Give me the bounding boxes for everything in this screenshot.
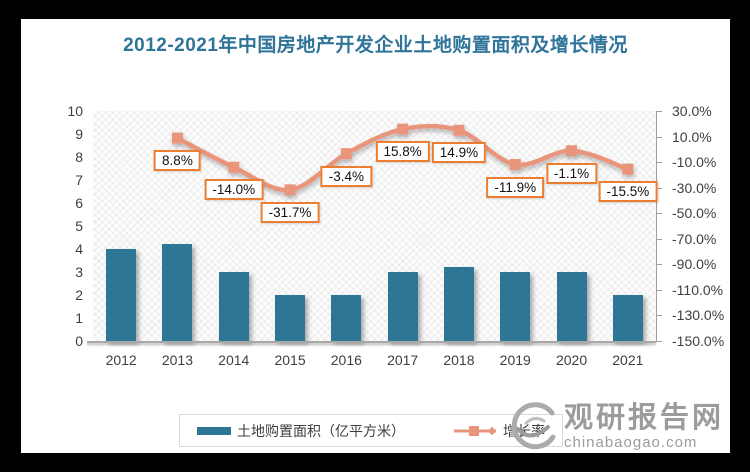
right-axis-tick-label: -10.0%: [672, 154, 717, 171]
x-axis-label-2017: 2017: [387, 352, 419, 368]
right-axis-tick: [656, 264, 662, 266]
growth-label-2019: -11.9%: [486, 176, 545, 198]
bar-series-swatch-icon: [197, 426, 231, 435]
left-axis-tick-label: 5: [75, 218, 83, 234]
bar-2019: [500, 272, 531, 341]
right-axis-tick: [656, 136, 662, 138]
right-axis-tick: [656, 111, 662, 112]
x-axis-label-2018: 2018: [443, 352, 475, 368]
x-axis-label-2020: 2020: [555, 352, 588, 368]
left-axis-tick-label: 1: [75, 310, 83, 326]
growth-label-2013: 8.8%: [154, 150, 201, 172]
left-axis-tick-label: 10: [67, 103, 83, 119]
right-axis-line: [656, 111, 657, 341]
left-axis-tick-label: 0: [75, 333, 83, 349]
bar-2014: [218, 272, 249, 341]
line-series-swatch-icon: [454, 425, 497, 436]
right-axis-tick-label: -90.0%: [672, 256, 717, 273]
chart-title: 2012-2021年中国房地产开发企业土地购置面积及增长情况: [123, 35, 628, 56]
left-axis-tick-label: 9: [75, 126, 83, 142]
right-axis-tick-label: -50.0%: [672, 205, 717, 222]
x-axis-label-2015: 2015: [274, 352, 306, 368]
growth-label-2016: -3.4%: [320, 165, 372, 187]
bar-2016: [331, 295, 362, 341]
right-axis-tick-label: -130.0%: [672, 307, 725, 324]
right-axis-tick-label: 30.0%: [672, 103, 712, 119]
x-axis-label-2021: 2021: [612, 352, 644, 368]
watermark: 观研报告网 chinabaogao.com: [508, 401, 724, 453]
left-axis-tick-label: 6: [75, 195, 83, 211]
chart-panel: 2012-2021年中国房地产开发企业土地购置面积及增长情况 10 9 8 7 6 5 4 3…: [21, 19, 730, 453]
x-axis-label-2013: 2013: [161, 352, 194, 368]
left-axis-tick-label: 7: [75, 172, 83, 188]
x-axis-label-2012: 2012: [105, 352, 137, 368]
bar-2013: [162, 244, 193, 341]
x-axis-label-2019: 2019: [499, 352, 531, 368]
legend: 土地购置面积（亿平方米） 增长率: [179, 414, 563, 447]
right-axis-tick-label: -150.0%: [672, 333, 725, 349]
bar-2020: [556, 272, 587, 341]
right-axis-tick-label: 10.0%: [672, 128, 712, 145]
growth-label-2020: -1.1%: [545, 162, 598, 184]
growth-label-2018: 14.9%: [431, 142, 487, 164]
left-axis-tick-label: 3: [75, 264, 83, 280]
growth-label-2017: 15.8%: [375, 141, 430, 163]
x-axis-line: [87, 341, 656, 343]
right-axis-tick: [656, 289, 662, 291]
right-axis-tick: [656, 213, 662, 215]
right-axis-tick-label: -110.0%: [672, 281, 724, 298]
bar-2021: [612, 295, 643, 341]
bar-2012: [106, 249, 137, 341]
right-axis-tick: [656, 162, 662, 164]
right-axis-tick: [656, 315, 662, 317]
bar-2018: [443, 267, 474, 341]
left-axis-tick-label: 8: [75, 149, 83, 165]
right-axis-tick: [656, 341, 662, 342]
growth-label-2014: -14.0%: [204, 179, 264, 201]
growth-label-2015: -31.7%: [260, 201, 320, 223]
x-axis-label-2014: 2014: [218, 352, 250, 368]
right-axis-tick-label: -70.0%: [672, 230, 717, 247]
left-axis-tick-label: 4: [75, 241, 83, 257]
right-axis-tick: [656, 238, 662, 240]
watermark-domain: chinabaogao.com: [563, 434, 698, 451]
x-axis-label-2016: 2016: [330, 352, 362, 368]
right-axis-tick: [656, 187, 662, 189]
left-axis-tick-label: 2: [75, 287, 83, 303]
watermark-name: 观研报告网: [563, 402, 724, 434]
bar-2017: [387, 272, 418, 341]
legend-item-land-area: 土地购置面积（亿平方米）: [197, 421, 405, 441]
watermark-logo-icon: [511, 402, 556, 450]
legend-label-land-area: 土地购置面积（亿平方米）: [237, 422, 405, 439]
bar-2015: [275, 295, 306, 341]
right-axis-tick-label: -30.0%: [672, 179, 717, 196]
growth-label-2021: -15.5%: [598, 181, 658, 203]
